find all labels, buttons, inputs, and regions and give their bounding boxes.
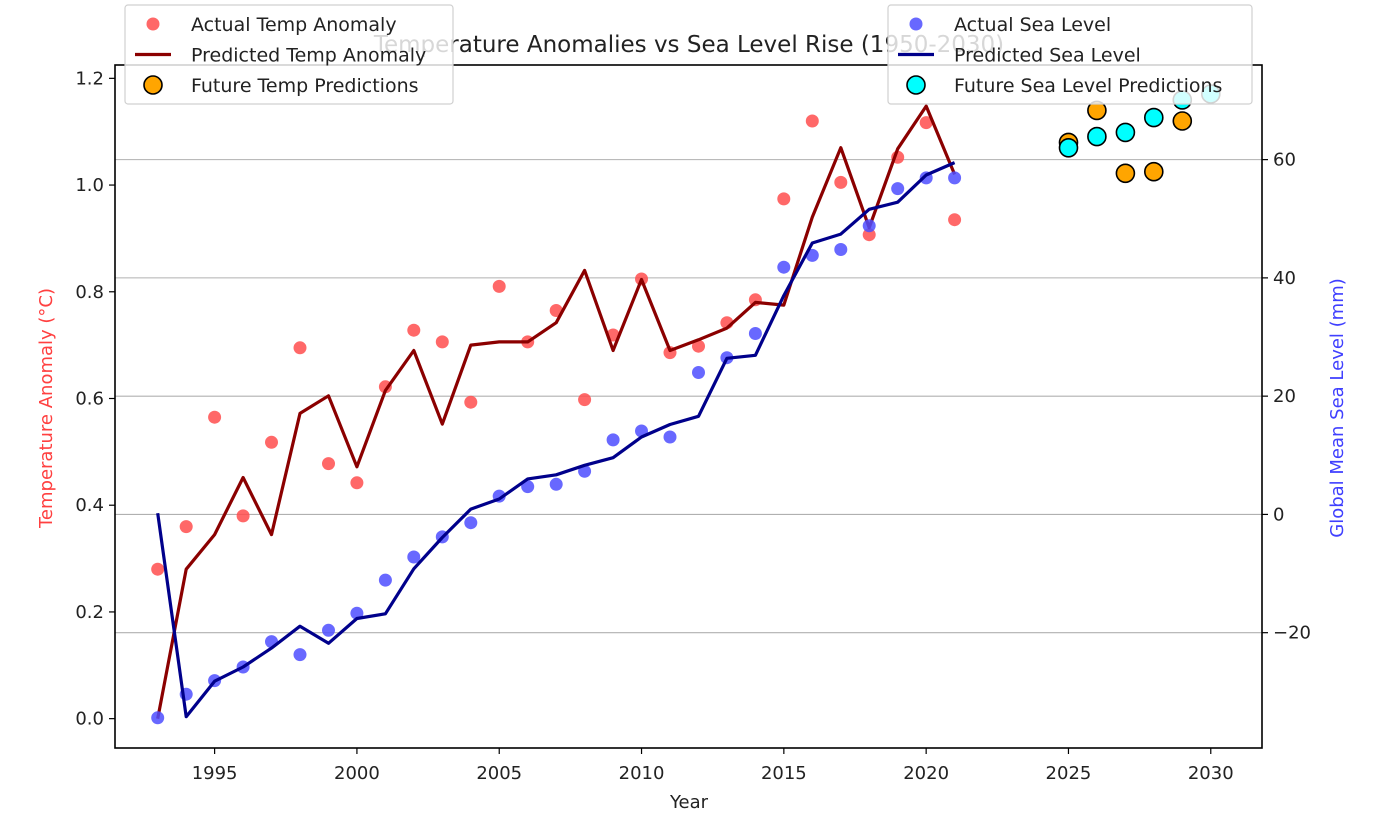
point-actual-sea-level xyxy=(862,219,876,233)
legend-label: Predicted Temp Anomaly xyxy=(191,45,426,67)
legend-swatch xyxy=(143,75,163,95)
point-actual-sea-level xyxy=(549,477,563,491)
x-tick-label: 2005 xyxy=(476,763,522,784)
line-predicted-sea-level xyxy=(156,161,956,719)
point-future-temp-predictions xyxy=(1144,161,1164,182)
point-actual-sea-level xyxy=(378,573,392,587)
y-axis-right-title: Global Mean Sea Level (mm) xyxy=(1327,278,1348,538)
legend-right: Actual Sea Level Predicted Sea Level Futur… xyxy=(887,4,1253,105)
point-actual-sea-level xyxy=(777,260,791,274)
legend-label: Future Temp Predictions xyxy=(191,75,419,97)
point-future-sea-level-predictions xyxy=(1115,122,1136,143)
y-axis-left: 0.0 0.2 0.4 0.6 0.8 1.0 1.2 xyxy=(75,68,115,730)
y-left-tick-label: 1.2 xyxy=(75,68,104,89)
y-left-tick-label: 0.6 xyxy=(75,388,104,409)
legend-label: Future Sea Level Predictions xyxy=(954,75,1222,97)
grid xyxy=(115,159,1262,634)
point-actual-temp-anomaly xyxy=(208,410,222,424)
axes-frame xyxy=(114,64,1263,749)
x-axis-title: Year xyxy=(669,792,709,813)
point-actual-temp-anomaly xyxy=(948,213,962,227)
y-right-tick-label: 0 xyxy=(1273,504,1284,525)
point-actual-temp-anomaly xyxy=(777,192,791,206)
point-actual-temp-anomaly xyxy=(265,435,278,449)
point-actual-temp-anomaly xyxy=(919,116,933,130)
y-axis-left-title: Temperature Anomaly (°C) xyxy=(36,288,57,529)
point-future-temp-predictions xyxy=(1115,163,1136,184)
point-actual-temp-anomaly xyxy=(179,520,193,534)
legend-left: Actual Temp Anomaly Predicted Temp Anomal… xyxy=(124,4,454,105)
point-actual-sea-level xyxy=(322,623,335,637)
point-actual-sea-level xyxy=(521,480,535,494)
point-actual-sea-level xyxy=(692,366,705,379)
point-actual-sea-level xyxy=(606,433,620,447)
point-actual-temp-anomaly xyxy=(492,279,506,293)
y-axis-right: −20 0 20 40 60 xyxy=(1262,150,1311,644)
legend-swatch xyxy=(906,75,926,95)
point-actual-temp-anomaly xyxy=(293,341,307,355)
y-left-tick-label: 0.2 xyxy=(75,602,104,623)
point-actual-temp-anomaly xyxy=(578,393,592,407)
point-actual-temp-anomaly xyxy=(407,323,421,337)
point-actual-temp-anomaly xyxy=(692,339,705,353)
point-actual-sea-level xyxy=(407,550,421,564)
point-actual-temp-anomaly xyxy=(464,395,478,409)
point-actual-temp-anomaly xyxy=(322,457,335,471)
x-tick-label: 2025 xyxy=(1046,763,1092,784)
y-right-tick-label: 60 xyxy=(1273,150,1296,171)
point-future-temp-predictions xyxy=(1172,111,1193,131)
legend-label: Actual Temp Anomaly xyxy=(191,14,397,36)
y-left-tick-label: 0.0 xyxy=(75,709,104,730)
point-actual-sea-level xyxy=(151,711,165,725)
point-actual-sea-level xyxy=(891,182,905,196)
plot-series xyxy=(151,84,1221,725)
legend-swatch xyxy=(146,17,160,31)
point-actual-temp-anomaly xyxy=(350,476,364,490)
point-actual-sea-level xyxy=(748,327,762,340)
point-actual-temp-anomaly xyxy=(862,228,876,242)
y-right-tick-label: 40 xyxy=(1273,268,1296,289)
x-tick-label: 2000 xyxy=(334,763,380,784)
line-predicted-temp-anomaly xyxy=(156,104,957,719)
point-future-sea-level-predictions xyxy=(1058,138,1079,158)
x-axis: 1995 2000 2005 2010 2015 2020 2025 2030 xyxy=(192,748,1234,784)
point-actual-temp-anomaly xyxy=(151,562,165,576)
y-right-tick-label: −20 xyxy=(1273,623,1311,644)
x-tick-label: 1995 xyxy=(192,763,238,784)
point-actual-sea-level xyxy=(293,648,307,662)
series-predicted-temp-anomaly xyxy=(156,104,957,719)
point-actual-temp-anomaly xyxy=(236,509,250,523)
legend-box xyxy=(124,4,454,105)
y-left-tick-label: 0.4 xyxy=(75,495,104,516)
y-left-tick-label: 1.0 xyxy=(75,175,104,196)
x-tick-label: 2010 xyxy=(619,763,665,784)
point-actual-sea-level xyxy=(834,243,848,256)
point-actual-temp-anomaly xyxy=(834,175,848,189)
point-actual-sea-level xyxy=(948,171,962,185)
point-future-sea-level-predictions xyxy=(1087,126,1107,147)
point-actual-sea-level xyxy=(663,430,677,444)
x-tick-label: 2020 xyxy=(903,763,949,784)
series-predicted-sea-level xyxy=(156,161,956,719)
legend-label: Predicted Sea Level xyxy=(954,45,1141,67)
legend-box xyxy=(887,4,1253,105)
point-actual-temp-anomaly xyxy=(435,335,449,349)
point-actual-sea-level xyxy=(464,516,478,530)
y-right-tick-label: 20 xyxy=(1273,386,1296,407)
legend-swatch xyxy=(909,17,923,31)
series-actual-temp-anomaly xyxy=(151,114,962,576)
legend-label: Actual Sea Level xyxy=(954,14,1111,36)
point-actual-temp-anomaly xyxy=(805,114,819,128)
x-tick-label: 2030 xyxy=(1188,763,1234,784)
point-future-sea-level-predictions xyxy=(1144,107,1164,128)
x-tick-label: 2015 xyxy=(761,763,807,784)
y-left-tick-label: 0.8 xyxy=(75,282,104,303)
